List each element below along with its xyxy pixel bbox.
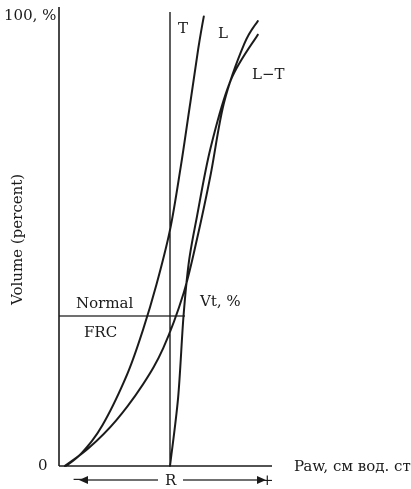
y-tick-100: 100, %	[4, 6, 56, 24]
x-tick-r: R	[165, 471, 177, 489]
left-arrow-head	[79, 476, 88, 484]
right-arrow-head	[257, 476, 266, 484]
x-axis-label: Paw, см вод. ст.	[294, 457, 411, 475]
y-tick-0: 0	[38, 456, 48, 474]
series-line-l-t	[169, 33, 259, 467]
x-tick-plus: +	[261, 471, 274, 489]
series-label-t: T	[178, 19, 188, 37]
frc-label: FRC	[84, 323, 117, 341]
series-label-l-minus-t: L−T	[252, 65, 285, 83]
pressure-arrows	[79, 476, 266, 484]
x-tick-minus: −	[72, 470, 85, 488]
series-label-l: L	[218, 24, 228, 42]
y-axis-label: Volume (percent)	[8, 174, 26, 306]
series-line-t	[65, 15, 205, 467]
normal-label: Normal	[76, 294, 133, 312]
vt-label: Vt, %	[199, 292, 241, 310]
curves-group	[63, 15, 259, 467]
